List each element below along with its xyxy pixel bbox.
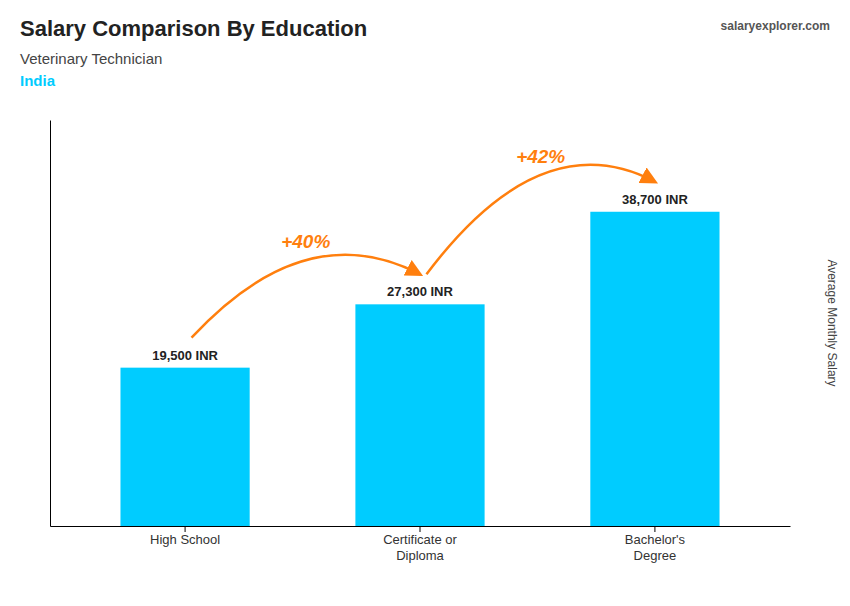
x-tick-label: High School xyxy=(150,532,220,547)
x-tick-mark xyxy=(185,526,186,532)
title: Salary Comparison By Education xyxy=(20,16,367,41)
bar xyxy=(355,304,484,526)
change-label: +40% xyxy=(281,231,330,252)
x-tick-mark xyxy=(654,526,655,532)
x-tick: Bachelor'sDegree xyxy=(625,526,686,563)
y-axis-line xyxy=(50,121,51,527)
data-label: 38,700 INR xyxy=(622,192,688,207)
y-axis-title: Average Monthly Salary xyxy=(825,259,839,386)
x-tick: Certificate orDiploma xyxy=(383,526,457,563)
bars xyxy=(120,212,719,526)
data-label: 19,500 INR xyxy=(152,348,218,363)
plot: High School Certificate orDiploma Bachelor… xyxy=(51,121,791,563)
subtitle: Veterinary Technician xyxy=(20,50,162,67)
x-tick: High School xyxy=(150,526,220,547)
x-axis: High School Certificate orDiploma Bachelor… xyxy=(51,526,791,563)
note: salaryexplorer.com xyxy=(721,19,830,33)
x-tick-mark xyxy=(420,526,421,532)
y-axis xyxy=(50,121,51,527)
x-tick-label: Bachelor'sDegree xyxy=(625,532,686,563)
change-arrow xyxy=(426,165,654,275)
x-tick-label: Certificate orDiploma xyxy=(383,532,457,563)
subtitle: India xyxy=(20,72,56,89)
bar xyxy=(120,368,249,526)
bar xyxy=(590,212,719,526)
data-label: 27,300 INR xyxy=(387,284,453,299)
chart: Salary Comparison By Education Veterinary… xyxy=(0,0,850,606)
change-label: +42% xyxy=(516,146,565,167)
change-arrow xyxy=(192,255,420,338)
